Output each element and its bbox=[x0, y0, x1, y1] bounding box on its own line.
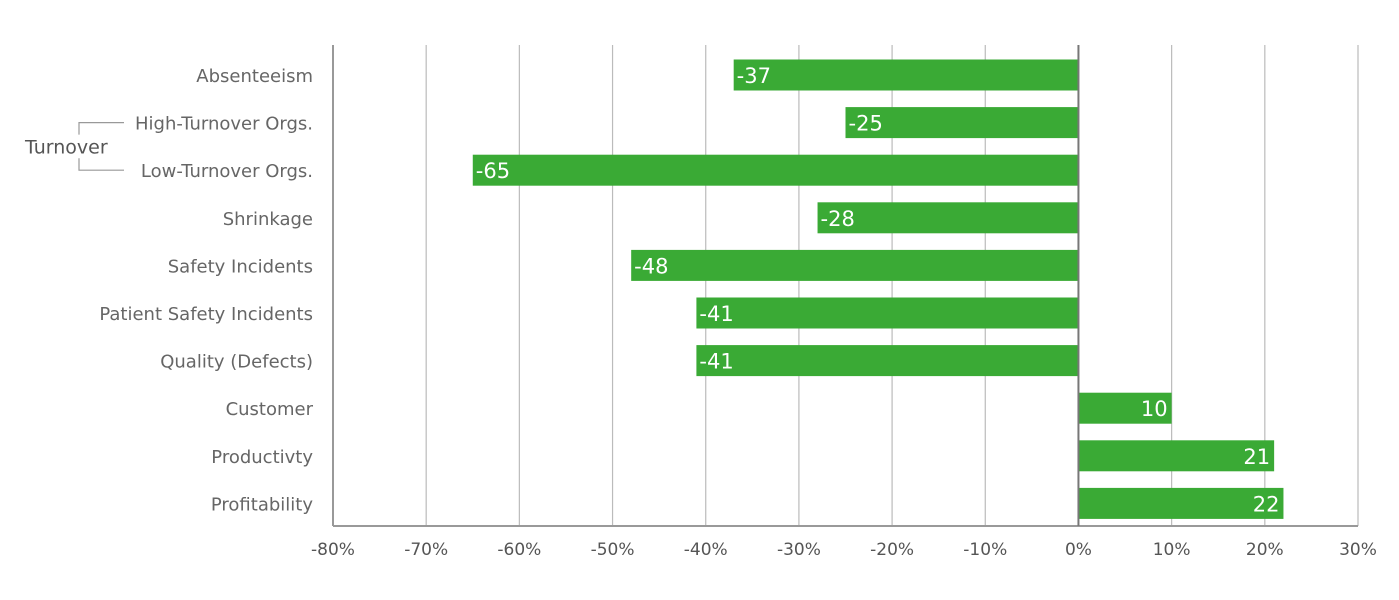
value-label: -37 bbox=[737, 64, 771, 88]
category-label: Absenteeism bbox=[196, 66, 313, 87]
value-label: 21 bbox=[1243, 445, 1270, 469]
x-tick-label: -50% bbox=[591, 540, 635, 560]
category-label: Profitability bbox=[211, 494, 313, 515]
x-tick-label: -80% bbox=[311, 540, 355, 560]
category-label: Productivty bbox=[211, 447, 313, 468]
x-tick-label: 30% bbox=[1339, 540, 1377, 560]
x-tick-label: -20% bbox=[870, 540, 914, 560]
x-tick-label: -60% bbox=[497, 540, 541, 560]
bar bbox=[472, 154, 1079, 186]
value-label: 22 bbox=[1253, 492, 1280, 516]
bar bbox=[1078, 440, 1275, 472]
bar bbox=[1078, 392, 1172, 424]
category-label: High-Turnover Orgs. bbox=[135, 114, 313, 135]
category-label: Customer bbox=[226, 399, 314, 420]
bar bbox=[631, 249, 1079, 281]
value-label: -48 bbox=[634, 254, 668, 278]
x-tick-label: 20% bbox=[1246, 540, 1284, 560]
category-label: Low-Turnover Orgs. bbox=[141, 161, 313, 182]
category-label: Patient Safety Incidents bbox=[99, 304, 313, 325]
bar bbox=[845, 107, 1079, 139]
bar bbox=[696, 345, 1079, 377]
group-bracket-top bbox=[78, 121, 124, 135]
x-tick-label: -30% bbox=[777, 540, 821, 560]
x-tick-label: -10% bbox=[963, 540, 1007, 560]
bar bbox=[696, 297, 1079, 329]
x-tick-label: 10% bbox=[1153, 540, 1191, 560]
value-label: -25 bbox=[849, 112, 883, 136]
x-tick-label: -40% bbox=[684, 540, 728, 560]
x-tick-label: -70% bbox=[404, 540, 448, 560]
value-label: -41 bbox=[699, 302, 733, 326]
category-label: Safety Incidents bbox=[168, 256, 313, 277]
value-label: -41 bbox=[699, 350, 733, 374]
bar bbox=[817, 202, 1079, 234]
bar bbox=[733, 59, 1079, 91]
group-label: Turnover bbox=[24, 136, 108, 158]
value-label: 10 bbox=[1141, 397, 1168, 421]
x-tick-label: 0% bbox=[1065, 540, 1092, 560]
group-bracket-bottom bbox=[78, 158, 124, 171]
value-label: -65 bbox=[476, 159, 510, 183]
bar bbox=[1078, 487, 1284, 519]
category-label: Quality (Defects) bbox=[160, 352, 313, 373]
category-label: Shrinkage bbox=[223, 209, 313, 230]
value-label: -28 bbox=[821, 207, 855, 231]
